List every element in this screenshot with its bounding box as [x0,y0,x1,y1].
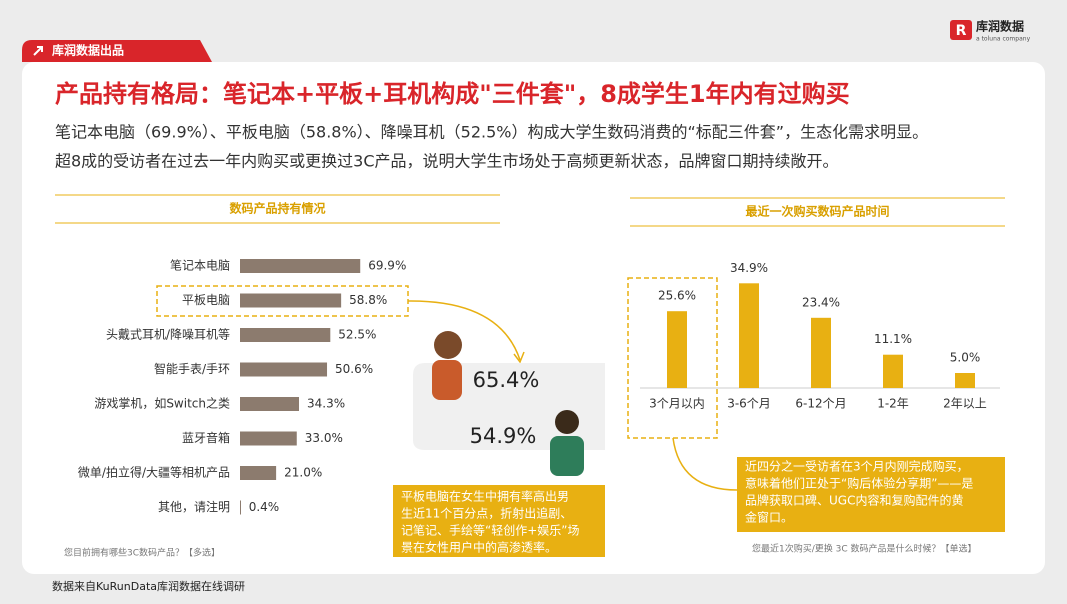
bar [240,500,241,515]
arrow [407,300,521,361]
chart-note: 您目前拥有哪些3C数码产品？【多选】 [64,547,220,559]
source: 数据来自KuRunData库润数据在线调研 [52,579,245,593]
tag-bg [22,40,212,62]
card [22,62,1045,574]
callout-box [393,485,605,557]
bar [240,431,297,446]
value-label: 21.0% [284,466,322,480]
bar [811,317,831,388]
body-line: 笔记本电脑（69.9%）、平板电脑（58.8%）、降噪耳机（52.5%）构成大学… [55,123,928,142]
female-icon [432,360,462,400]
callout-text: 品牌获取口碑、UGC内容和复购配件的黄 [745,493,963,508]
bar [240,397,299,411]
tag-text: 库润数据出品 [52,43,124,58]
value-label: 50.6% [335,362,373,376]
male-icon [555,410,579,434]
callout-text: 意味着他们正处于“购后体验分享期”——是 [745,476,973,491]
category-label: 6-12个月 [795,397,846,411]
logo-text: 库润数据 [976,19,1024,34]
bar [739,283,759,388]
body-line: 超8成的受访者在过去一年内购买或更换过3C产品，说明大学生市场处于高频更新状态，… [55,152,839,171]
female-rate: 65.4% [473,368,540,392]
logo-sub: a toluna company [976,36,1031,43]
bar [240,293,342,308]
value-label: 34.9% [730,261,768,275]
category-label: 游戏掌机，如Switch之类 [94,396,230,411]
chart-note: 您最近1次购买/更换 3C 数码产品是什么时候？【单选】 [752,543,977,555]
arrow-head [513,351,525,364]
bar [240,362,328,377]
category-label: 2年以上 [943,397,987,411]
category-label: 笔记本电脑 [170,258,230,273]
category-label: 3个月以内 [649,397,705,411]
bar [240,328,331,342]
value-label: 5.0% [950,351,981,365]
category-label: 平板电脑 [182,293,230,307]
category-label: 3-6个月 [727,397,771,411]
bar [240,259,361,273]
callout-text: 记笔记、手绘等“轻创作+娱乐”场 [401,523,580,538]
category-label: 智能手表/手环 [154,361,230,376]
callout-text: 平板电脑在女生中拥有率高出男 [401,489,569,504]
value-label: 52.5% [338,328,376,342]
category-label: 1-2年 [877,397,909,411]
value-label: 23.4% [802,295,840,309]
callout-text: 近四分之一受访者在3个月内刚完成购买， [745,459,969,474]
bar [667,311,687,388]
callout-text: 生近11个百分点，折射出追剧、 [401,506,572,521]
category-label: 其他，请注明 [158,499,230,514]
value-label: 25.6% [658,289,696,303]
male-rate: 54.9% [470,424,537,448]
title: 产品持有格局：笔记本+平板+耳机构成"三件套"，8成学生1年内有过购买 [55,80,850,108]
tag-icon [33,46,43,56]
arrow [672,437,738,491]
value-label: 34.3% [307,397,345,411]
category-label: 头戴式耳机/降噪耳机等 [106,327,230,342]
value-label: 33.0% [305,431,343,445]
category-label: 蓝牙音箱 [182,430,230,445]
highlight-box [627,277,718,439]
bar [240,466,277,480]
male-icon [550,436,584,476]
value-label: 0.4% [249,500,279,514]
female-icon [434,331,462,359]
chart-title: 最近一次购买数码产品时间 [745,204,889,219]
callout-box [737,457,1005,532]
callout-text: 金窗口。 [745,510,793,525]
value-label: 69.9% [368,259,406,273]
value-label: 11.1% [874,332,912,346]
value-label: 58.8% [349,293,387,307]
category-label: 微单/拍立得/大疆等相机产品 [78,465,230,480]
chart-title: 数码产品持有情况 [229,201,325,216]
callout-text: 景在女性用户中的高渗透率。 [401,540,557,555]
logo-letter: R [956,23,967,39]
logo-mark [950,20,972,40]
bar [955,373,975,388]
bar [883,354,903,388]
